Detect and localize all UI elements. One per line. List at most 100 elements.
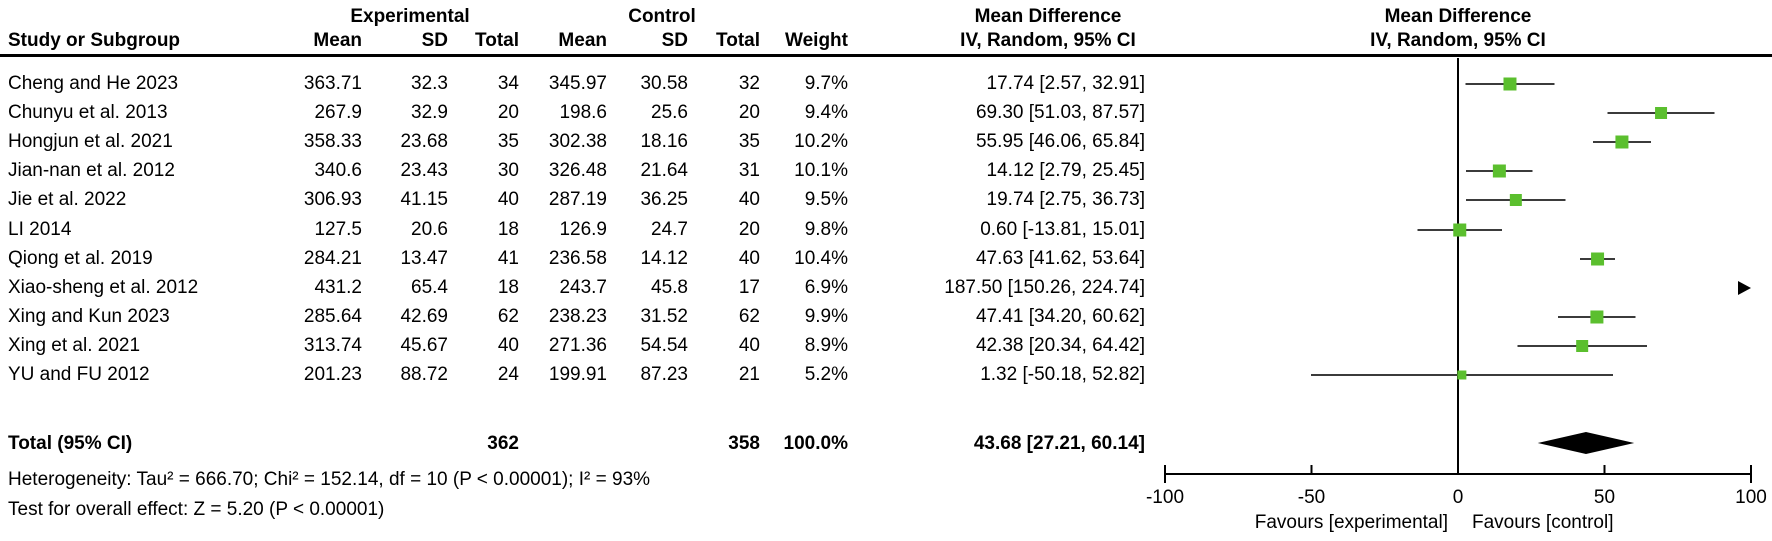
cell-e_total: 24 bbox=[497, 364, 519, 385]
cell-weight: 6.9% bbox=[804, 277, 848, 298]
cell-c_total: 31 bbox=[738, 160, 760, 181]
cell-c_mean: 287.19 bbox=[548, 189, 607, 210]
cell-c_mean: 198.6 bbox=[559, 102, 607, 123]
study-label: Xiao-sheng et al. 2012 bbox=[8, 277, 199, 298]
cell-c_mean: 236.58 bbox=[548, 248, 607, 269]
favours-experimental-label: Favours [experimental] bbox=[1254, 512, 1448, 533]
cell-c_sd: 21.64 bbox=[640, 160, 688, 181]
cell-ci: 19.74 [2.75, 36.73] bbox=[986, 189, 1145, 210]
col-header-exp-sd: SD bbox=[421, 30, 448, 51]
cell-ci: 47.63 [41.62, 53.64] bbox=[975, 248, 1145, 269]
col-header-study: Study or Subgroup bbox=[8, 30, 181, 51]
cell-e_mean: 363.71 bbox=[303, 73, 362, 94]
cell-c_mean: 238.23 bbox=[548, 306, 607, 327]
total-weight: 100.0% bbox=[783, 433, 848, 454]
axis-tick-label: 0 bbox=[1453, 487, 1464, 508]
cell-e_sd: 88.72 bbox=[400, 364, 448, 385]
cell-c_mean: 326.48 bbox=[548, 160, 607, 181]
cell-c_sd: 18.16 bbox=[640, 131, 688, 152]
cell-c_mean: 345.97 bbox=[548, 73, 607, 94]
cell-ci: 55.95 [46.06, 65.84] bbox=[975, 131, 1145, 152]
cell-c_sd: 25.6 bbox=[651, 102, 688, 123]
study-label: Jie et al. 2022 bbox=[8, 189, 127, 210]
cell-c_mean: 243.7 bbox=[559, 277, 607, 298]
study-label: Cheng and He 2023 bbox=[8, 73, 179, 94]
cell-e_total: 40 bbox=[497, 189, 519, 210]
effect-marker bbox=[1453, 223, 1467, 237]
cell-e_sd: 32.9 bbox=[411, 102, 448, 123]
col-header-ctrl-total: Total bbox=[716, 30, 760, 51]
cell-ci: 69.30 [51.03, 87.57] bbox=[975, 102, 1145, 123]
cell-e_sd: 65.4 bbox=[411, 277, 448, 298]
study-label: Xing and Kun 2023 bbox=[8, 306, 170, 327]
cell-e_sd: 41.15 bbox=[400, 189, 448, 210]
study-label: Jian-nan et al. 2012 bbox=[8, 160, 175, 181]
effect-marker bbox=[1655, 107, 1668, 119]
cell-e_mean: 313.74 bbox=[303, 335, 362, 356]
effect-marker bbox=[1457, 370, 1467, 380]
cell-c_sd: 45.8 bbox=[651, 277, 688, 298]
cell-e_total: 18 bbox=[497, 219, 519, 240]
cell-e_sd: 45.67 bbox=[400, 335, 448, 356]
cell-c_sd: 87.23 bbox=[640, 364, 688, 385]
cell-e_mean: 201.23 bbox=[303, 364, 362, 385]
cell-c_total: 40 bbox=[738, 335, 760, 356]
cell-weight: 5.2% bbox=[804, 364, 848, 385]
col-header-ci-text: IV, Random, 95% CI bbox=[960, 30, 1136, 51]
header-divider bbox=[0, 54, 1772, 57]
cell-e_sd: 23.43 bbox=[400, 160, 448, 181]
study-label: YU and FU 2012 bbox=[8, 364, 150, 385]
col-header-exp-mean: Mean bbox=[313, 30, 362, 51]
col-header-ctrl-mean: Mean bbox=[558, 30, 607, 51]
axis-tick-label: -50 bbox=[1298, 487, 1325, 508]
effect-marker bbox=[1591, 252, 1605, 266]
cell-c_sd: 24.7 bbox=[651, 219, 688, 240]
cell-weight: 9.4% bbox=[804, 102, 848, 123]
cell-e_mean: 284.21 bbox=[303, 248, 362, 269]
cell-c_total: 32 bbox=[738, 73, 760, 94]
cell-e_mean: 306.93 bbox=[303, 189, 362, 210]
cell-c_total: 20 bbox=[738, 219, 760, 240]
cell-e_total: 41 bbox=[497, 248, 519, 269]
cell-c_sd: 14.12 bbox=[640, 248, 688, 269]
axis-tick-label: 100 bbox=[1735, 487, 1767, 508]
cell-e_total: 62 bbox=[497, 306, 519, 327]
total-row-label: Total (95% CI) bbox=[8, 433, 133, 454]
cell-c_mean: 199.91 bbox=[548, 364, 607, 385]
cell-weight: 9.9% bbox=[804, 306, 848, 327]
cell-e_sd: 23.68 bbox=[400, 131, 448, 152]
cell-e_total: 20 bbox=[497, 102, 519, 123]
effect-marker bbox=[1503, 77, 1517, 91]
cell-weight: 10.4% bbox=[794, 248, 848, 269]
header-md-text-column: Mean Difference bbox=[974, 6, 1122, 27]
cell-c_sd: 54.54 bbox=[640, 335, 688, 356]
effect-marker bbox=[1590, 310, 1604, 324]
cell-c_mean: 271.36 bbox=[548, 335, 607, 356]
cell-c_total: 35 bbox=[738, 131, 760, 152]
col-header-ctrl-sd: SD bbox=[661, 30, 688, 51]
cell-e_total: 35 bbox=[497, 131, 519, 152]
cell-weight: 9.5% bbox=[804, 189, 848, 210]
cell-ci: 47.41 [34.20, 60.62] bbox=[975, 306, 1145, 327]
total-ctrl-n: 358 bbox=[728, 433, 760, 454]
cell-ci: 0.60 [-13.81, 15.01] bbox=[980, 219, 1145, 240]
summary-diamond bbox=[1537, 432, 1635, 454]
effect-marker bbox=[1576, 340, 1589, 352]
cell-c_total: 20 bbox=[738, 102, 760, 123]
study-label: Xing et al. 2021 bbox=[8, 335, 141, 356]
cell-e_mean: 127.5 bbox=[314, 219, 362, 240]
cell-e_sd: 13.47 bbox=[400, 248, 448, 269]
study-label: Hongjun et al. 2021 bbox=[8, 131, 173, 152]
cell-weight: 9.8% bbox=[804, 219, 848, 240]
axis-tick-label: 50 bbox=[1594, 487, 1615, 508]
cell-ci: 42.38 [20.34, 64.42] bbox=[975, 335, 1145, 356]
cell-c_mean: 126.9 bbox=[559, 219, 607, 240]
cell-ci: 187.50 [150.26, 224.74] bbox=[944, 277, 1145, 298]
cell-c_total: 40 bbox=[738, 248, 760, 269]
cell-e_total: 18 bbox=[497, 277, 519, 298]
cell-c_mean: 302.38 bbox=[548, 131, 607, 152]
cell-e_sd: 20.6 bbox=[411, 219, 448, 240]
cell-weight: 8.9% bbox=[804, 335, 848, 356]
